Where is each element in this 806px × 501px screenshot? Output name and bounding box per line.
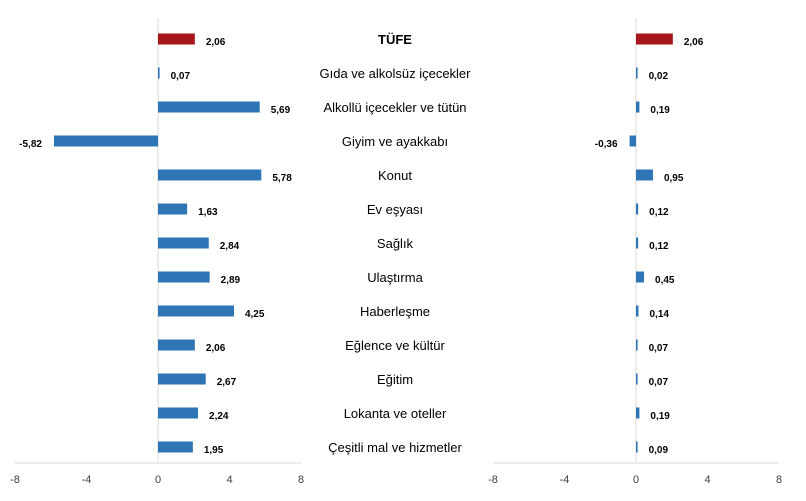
panel-2-tick-label: 8	[776, 474, 782, 486]
panel-2-bar-eglence-ve-kultur	[636, 339, 638, 351]
panel-2-bar-ev-esyasi	[636, 203, 639, 215]
panel-2-bar-tufe	[636, 33, 673, 45]
panel-1-bar-konut	[158, 169, 262, 181]
panel-2-data-label-egitim: 0,07	[649, 377, 669, 388]
panel-1-bar-ev-esyasi	[158, 203, 188, 215]
panel-1-data-label-lokanta-ve-oteller: 2,24	[209, 411, 229, 422]
category-label-haberlesme: Haberleşme	[360, 304, 430, 319]
panel-2-bar-konut	[636, 169, 653, 181]
category-label-giyim-ve-ayakkabi: Giyim ve ayakkabı	[342, 134, 448, 149]
panel-2-tick-label: -4	[560, 474, 570, 486]
panel-1-data-label-giyim-ve-ayakkabi: -5,82	[19, 139, 42, 150]
panel-1-tick-label: 0	[155, 474, 161, 486]
panel-2-bar-lokanta-ve-oteller	[636, 407, 640, 419]
panel-2-data-label-konut: 0,95	[664, 173, 684, 184]
category-label-egitim: Eğitim	[377, 372, 413, 387]
category-label-gida-ve-alkolsuz-icecekler: Gıda ve alkolsüz içecekler	[319, 66, 471, 81]
panel-1-data-label-egitim: 2,67	[217, 377, 237, 388]
panel-1-tick-label: -4	[82, 474, 92, 486]
panel-1-data-label-gida-ve-alkolsuz-icecekler: 0,07	[171, 71, 191, 82]
panel-1-tick-label: -8	[10, 474, 20, 486]
category-label-alkollu-icecekler-ve-tutun: Alkollü içecekler ve tütün	[323, 100, 466, 115]
panel-2-bar-giyim-ve-ayakkabi	[629, 135, 636, 147]
panel-1-bar-lokanta-ve-oteller	[158, 407, 199, 419]
category-label-eglence-ve-kultur: Eğlence ve kültür	[345, 338, 445, 353]
panel-2-bar-gida-ve-alkolsuz-icecekler	[636, 67, 638, 79]
category-label-konut: Konut	[378, 168, 412, 183]
category-label-ev-esyasi: Ev eşyası	[367, 202, 423, 217]
panel-1-data-label-tufe: 2,06	[206, 37, 226, 48]
panel-1-bar-giyim-ve-ayakkabi	[53, 135, 158, 147]
panel-1-data-label-cesitli-mal-ve-hizmetler: 1,95	[204, 445, 224, 456]
panel-2-bar-cesitli-mal-ve-hizmetler	[636, 441, 638, 453]
panel-1-bar-ulastirma	[158, 271, 210, 283]
panel-1-bar-eglence-ve-kultur	[158, 339, 195, 351]
panel-2-data-label-ev-esyasi: 0,12	[649, 207, 669, 218]
panel-2-data-label-gida-ve-alkolsuz-icecekler: 0,02	[649, 71, 669, 82]
panel-2-data-label-ulastirma: 0,45	[655, 275, 675, 286]
panel-1-bar-alkollu-icecekler-ve-tutun	[158, 101, 260, 113]
panel-2-data-label-eglence-ve-kultur: 0,07	[649, 343, 669, 354]
panel-2-data-label-giyim-ve-ayakkabi: -0,36	[595, 139, 618, 150]
panel-2-data-label-alkollu-icecekler-ve-tutun: 0,19	[650, 105, 670, 116]
panel-1-data-label-eglence-ve-kultur: 2,06	[206, 343, 226, 354]
panel-1-data-label-ev-esyasi: 1,63	[198, 207, 218, 218]
panel-2-bar-egitim	[636, 373, 638, 385]
panel-1-data-label-haberlesme: 4,25	[245, 309, 265, 320]
panel-2-tick-label: 0	[633, 474, 639, 486]
panel-1-data-label-saglik: 2,84	[220, 241, 240, 252]
panel-2-data-label-haberlesme: 0,14	[650, 309, 670, 320]
panel-1-bar-saglik	[158, 237, 209, 249]
panel-1-data-label-konut: 5,78	[272, 173, 292, 184]
panel-1-tick-label: 8	[298, 474, 304, 486]
panel-1-data-label-alkollu-icecekler-ve-tutun: 5,69	[271, 105, 291, 116]
panel-2-bar-saglik	[636, 237, 639, 249]
panel-2-tick-label: 4	[704, 474, 710, 486]
panel-2-data-label-lokanta-ve-oteller: 0,19	[650, 411, 670, 422]
category-label-ulastirma: Ulaştırma	[367, 270, 423, 285]
panel-2-data-label-tufe: 2,06	[684, 37, 704, 48]
panel-1-bar-haberlesme	[158, 305, 234, 317]
panel-2-tick-label: -8	[488, 474, 498, 486]
panel-1-tick-label: 4	[226, 474, 232, 486]
panel-1-bar-tufe	[158, 33, 195, 45]
panel-1-bar-gida-ve-alkolsuz-icecekler	[158, 67, 160, 79]
panel-2-bar-haberlesme	[636, 305, 639, 317]
panel-2-bar-ulastirma	[636, 271, 645, 283]
panel-2-data-label-cesitli-mal-ve-hizmetler: 0,09	[649, 445, 669, 456]
category-label-lokanta-ve-oteller: Lokanta ve oteller	[344, 406, 447, 421]
panel-2-bar-alkollu-icecekler-ve-tutun	[636, 101, 640, 113]
panel-1-data-label-ulastirma: 2,89	[221, 275, 241, 286]
category-label-cesitli-mal-ve-hizmetler: Çeşitli mal ve hizmetler	[328, 440, 462, 455]
category-label-tufe: TÜFE	[378, 32, 412, 47]
panel-1-bar-cesitli-mal-ve-hizmetler	[158, 441, 193, 453]
panel-1-bar-egitim	[158, 373, 206, 385]
panel-2-data-label-saglik: 0,12	[649, 241, 669, 252]
category-label-saglik: Sağlık	[377, 236, 414, 251]
